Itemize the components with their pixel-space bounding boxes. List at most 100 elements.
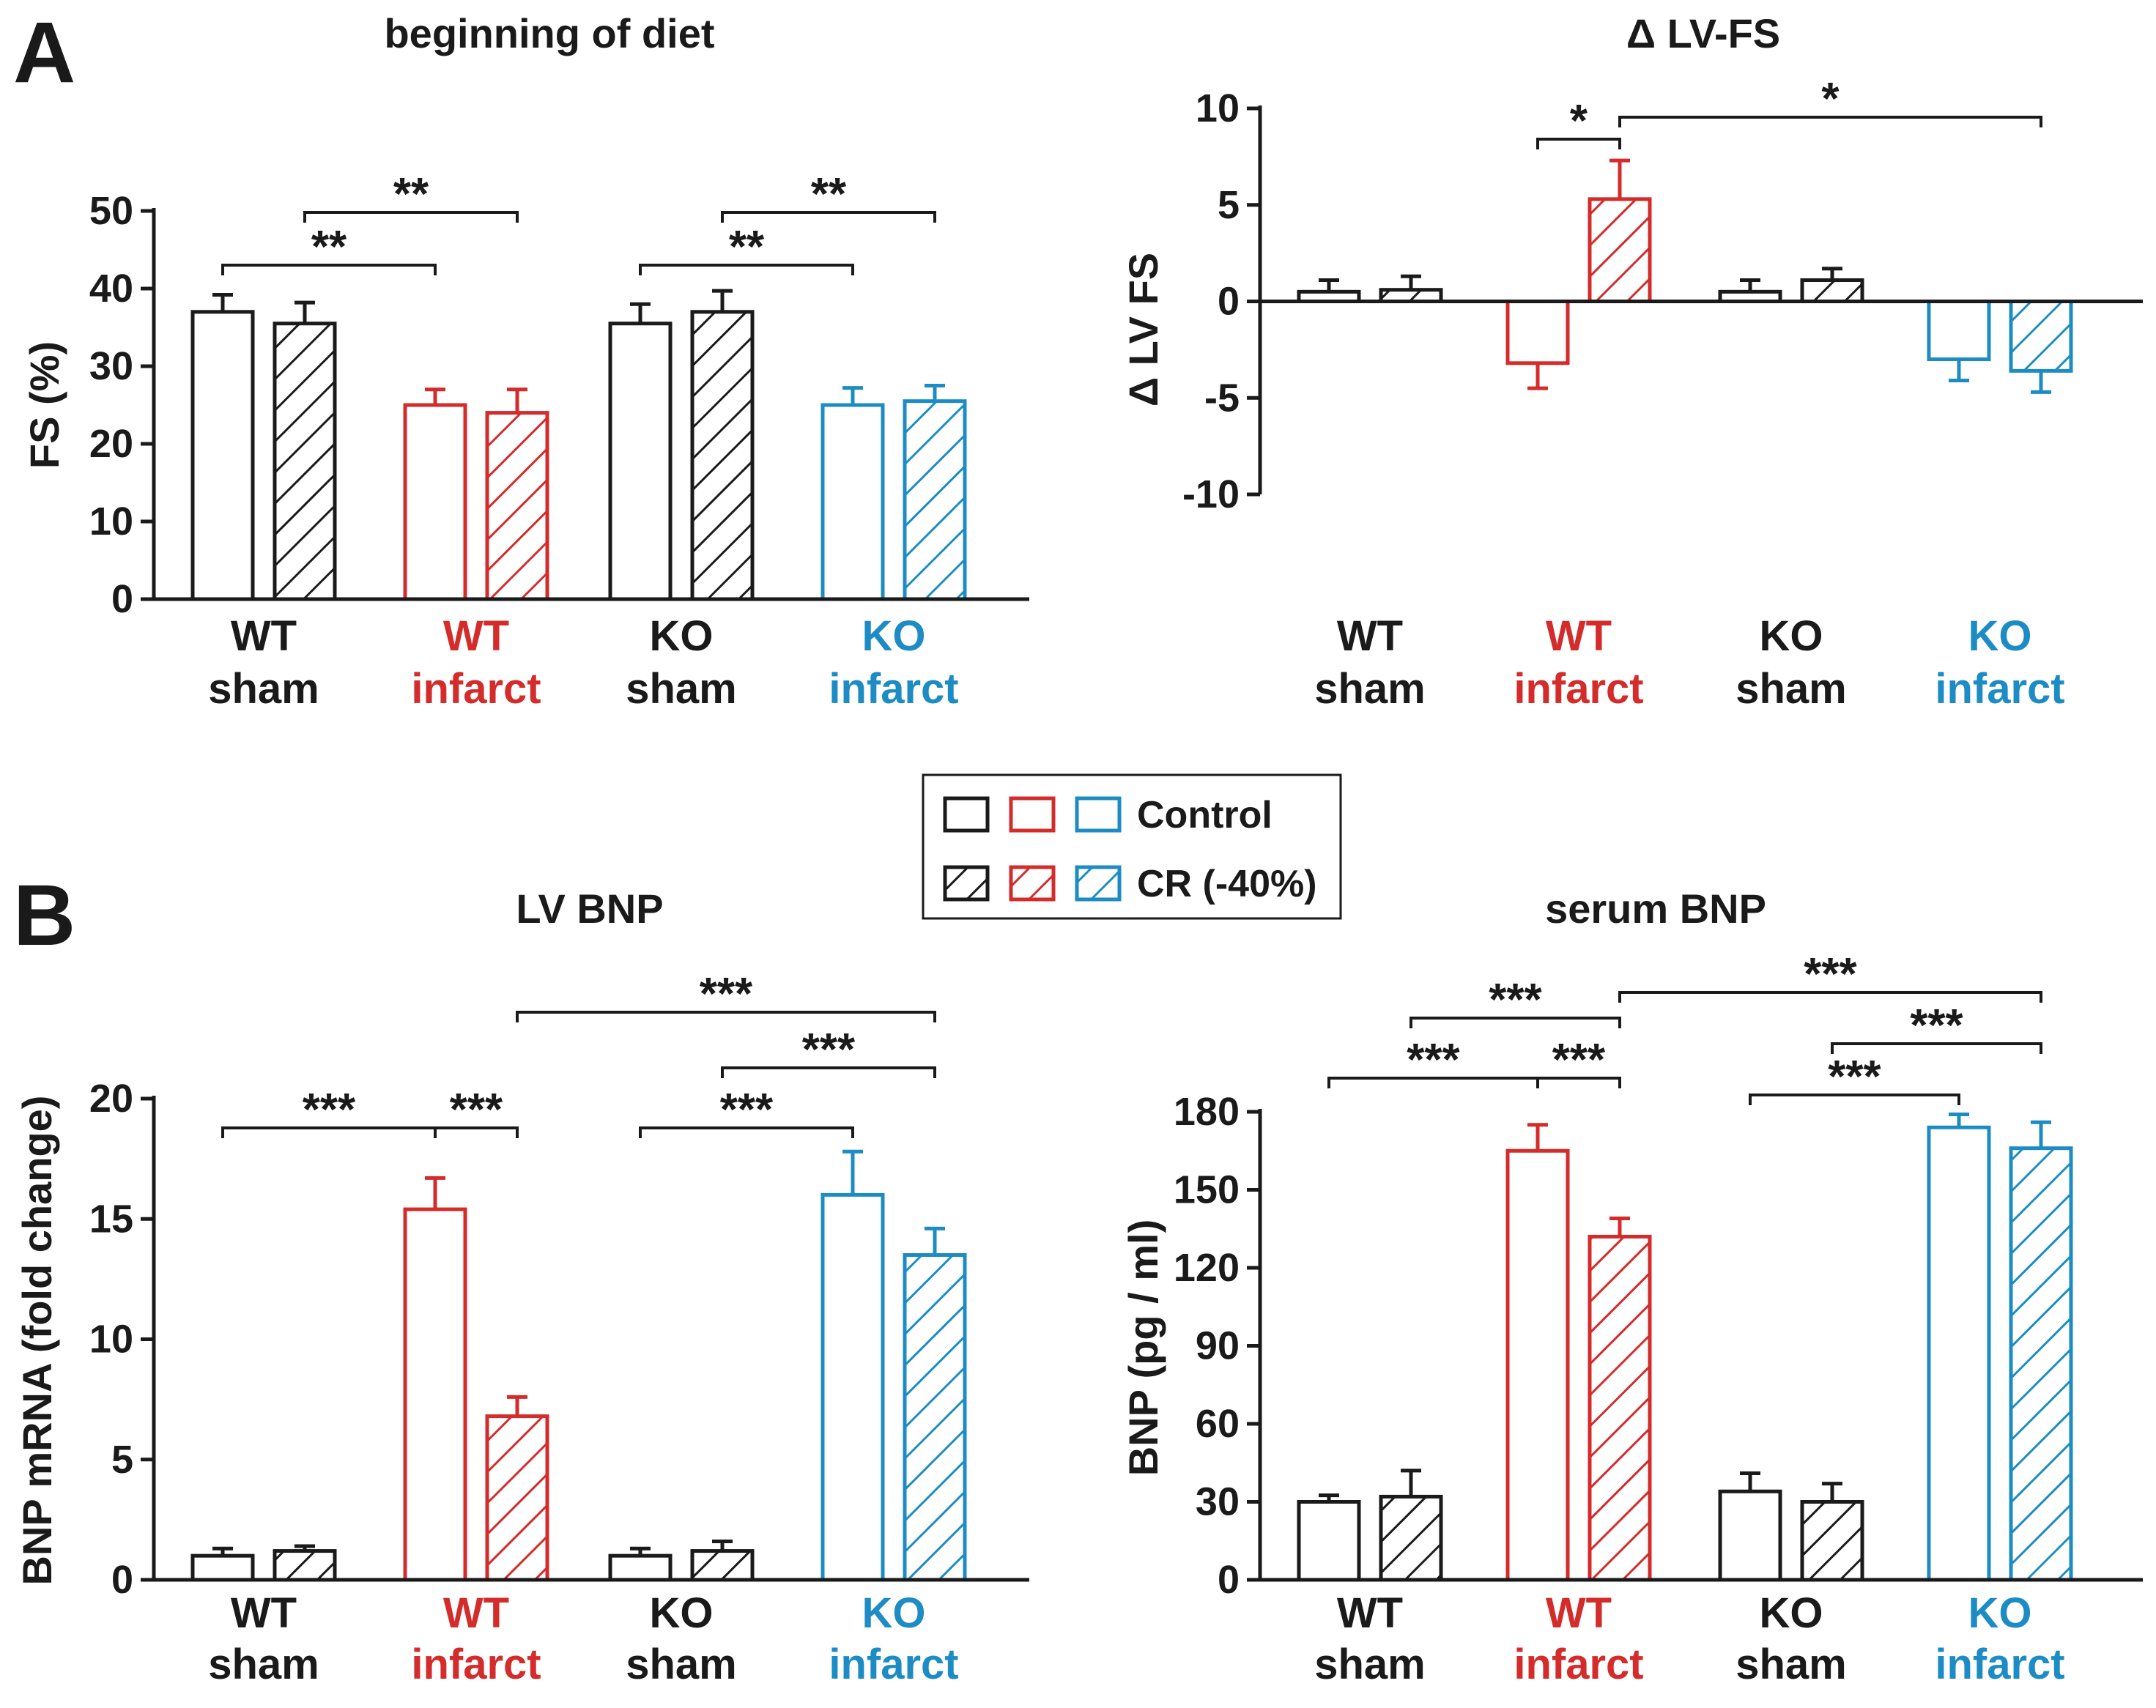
x-category-label-line2: sham	[208, 665, 319, 713]
y-tick-label: 30	[89, 344, 133, 388]
legend-frame	[922, 773, 1342, 920]
significance-label: **	[311, 222, 347, 272]
significance-bracket	[1618, 991, 2042, 1003]
x-category-label-line2: sham	[1735, 1641, 1847, 1688]
x-category-label-line2: infarct	[829, 665, 958, 713]
chart-serum-bnp: serum BNP BNP (pg / ml) 0 30 60 90 120 150 180 WT…	[1120, 885, 2143, 1688]
significance-label: *	[1570, 96, 1588, 146]
significance-bracket	[434, 1126, 519, 1138]
panel-letter-a: A	[13, 4, 75, 101]
x-category-label-line1: KO	[862, 1589, 926, 1637]
bar-cr	[1588, 1234, 1652, 1582]
x-category-label-line1: KO	[1968, 1589, 2032, 1637]
bar-control	[1505, 1148, 1570, 1582]
x-category-label-line2: infarct	[411, 1641, 541, 1688]
x-category-label-line2: infarct	[1935, 665, 2064, 713]
y-tick-label: 0	[1218, 280, 1240, 324]
y-tick-label: 180	[1174, 1090, 1240, 1134]
significance-label: ***	[720, 1085, 774, 1135]
y-tick-label: 5	[1218, 183, 1240, 227]
y-axis-label: BNP (pg / ml)	[1120, 1219, 1166, 1477]
chart-fs-beginning-of-diet: beginning of diet FS (%) 0 10 20 30 40 50 WT sham…	[21, 10, 1029, 713]
y-tick-label: 120	[1174, 1246, 1240, 1290]
significance-label: ***	[1828, 1052, 1881, 1102]
bar-control	[608, 322, 673, 601]
legend-swatch-cr-black	[943, 865, 990, 902]
panel-letter-b: B	[13, 867, 75, 964]
bar-control	[820, 1192, 885, 1582]
y-tick-label: 20	[89, 422, 133, 466]
y-tick-label: 0	[1218, 1558, 1240, 1602]
significance-bracket	[1536, 1077, 1621, 1088]
y-tick-label: 15	[89, 1197, 133, 1241]
bar-control	[1297, 1500, 1361, 1582]
bar-cr	[273, 322, 337, 601]
x-category-label-line2: infarct	[1514, 665, 1643, 713]
y-tick-label: 10	[1196, 86, 1240, 130]
y-tick-label: -10	[1182, 472, 1240, 516]
x-category-label-line1: WT	[443, 1589, 509, 1637]
significance-label: *	[1821, 74, 1840, 125]
x-category-label-line2: infarct	[411, 665, 541, 713]
y-tick-label: 10	[89, 1318, 133, 1362]
bar-cr	[2009, 300, 2073, 373]
significance-label: ***	[802, 1025, 856, 1075]
legend-swatch-control-blue	[1075, 796, 1122, 833]
bar-cr	[485, 411, 549, 601]
significance-bracket	[1409, 1017, 1621, 1028]
x-category-label-line2: sham	[208, 1641, 319, 1688]
bar-cr	[1379, 1494, 1443, 1582]
y-tick-label: 150	[1174, 1168, 1240, 1212]
bar-cr	[690, 1549, 755, 1582]
y-tick-label: 90	[1196, 1324, 1240, 1368]
significance-label: ***	[1804, 949, 1857, 1000]
significance-label: ***	[1910, 1000, 1963, 1051]
y-tick-label: 40	[89, 267, 133, 311]
significance-bracket	[639, 264, 854, 275]
bar-control	[190, 310, 255, 601]
legend-swatch-control-red	[1009, 796, 1056, 833]
x-category-label-line2: sham	[626, 1641, 737, 1688]
significance-label: **	[729, 222, 765, 272]
y-tick-label: 30	[1196, 1480, 1240, 1524]
bar-cr	[690, 310, 755, 601]
legend-label-control: Control	[1137, 794, 1273, 836]
significance-label: ***	[700, 969, 753, 1020]
x-category-label-line1: WT	[1337, 1589, 1403, 1637]
chart-title: Δ LV-FS	[1626, 10, 1780, 56]
legend-swatch-cr-blue	[1075, 865, 1122, 902]
x-category-label-line2: sham	[1314, 665, 1426, 713]
y-tick-label: 0	[111, 577, 133, 621]
legend-swatch-control-black	[943, 796, 990, 833]
x-category-label-line2: infarct	[829, 1641, 958, 1688]
bar-control	[403, 403, 467, 601]
bar-control	[403, 1207, 467, 1582]
x-category-label-line1: WT	[1546, 1589, 1612, 1637]
legend: Control CR (-40%)	[922, 773, 1342, 920]
y-tick-label: 50	[89, 189, 133, 233]
significance-bracket	[639, 1126, 854, 1138]
significance-label: **	[393, 169, 429, 220]
y-axis-label: BNP mRNA (fold change)	[14, 1096, 60, 1586]
x-category-label-line1: WT	[231, 612, 297, 660]
x-category-label-line2: infarct	[1935, 1641, 2064, 1688]
x-category-label-line1: KO	[1760, 612, 1823, 660]
y-tick-label: 10	[89, 500, 133, 543]
bar-control	[608, 1553, 673, 1582]
bar-cr	[1800, 278, 1864, 304]
significance-bracket	[1749, 1094, 1960, 1105]
significance-label: ***	[303, 1085, 356, 1135]
significance-label: ***	[450, 1085, 503, 1135]
bar-cr	[1588, 197, 1652, 303]
chart-title: LV BNP	[516, 885, 663, 932]
significance-bracket	[721, 1066, 936, 1078]
significance-bracket	[303, 211, 519, 223]
significance-bracket	[221, 264, 437, 275]
significance-label: ***	[1489, 975, 1542, 1025]
significance-label: **	[811, 169, 847, 220]
x-category-label-line1: KO	[650, 1589, 714, 1637]
y-axis-label: Δ LV FS	[1120, 253, 1166, 406]
y-tick-label: 20	[89, 1077, 133, 1121]
